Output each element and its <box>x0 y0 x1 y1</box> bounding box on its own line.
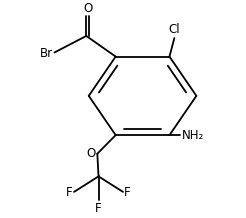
Text: F: F <box>124 186 131 199</box>
Text: O: O <box>86 147 95 160</box>
Text: F: F <box>66 186 73 199</box>
Text: Br: Br <box>40 47 53 60</box>
Text: Cl: Cl <box>169 23 180 36</box>
Text: O: O <box>83 2 92 15</box>
Text: F: F <box>95 202 102 215</box>
Text: NH₂: NH₂ <box>182 129 204 142</box>
